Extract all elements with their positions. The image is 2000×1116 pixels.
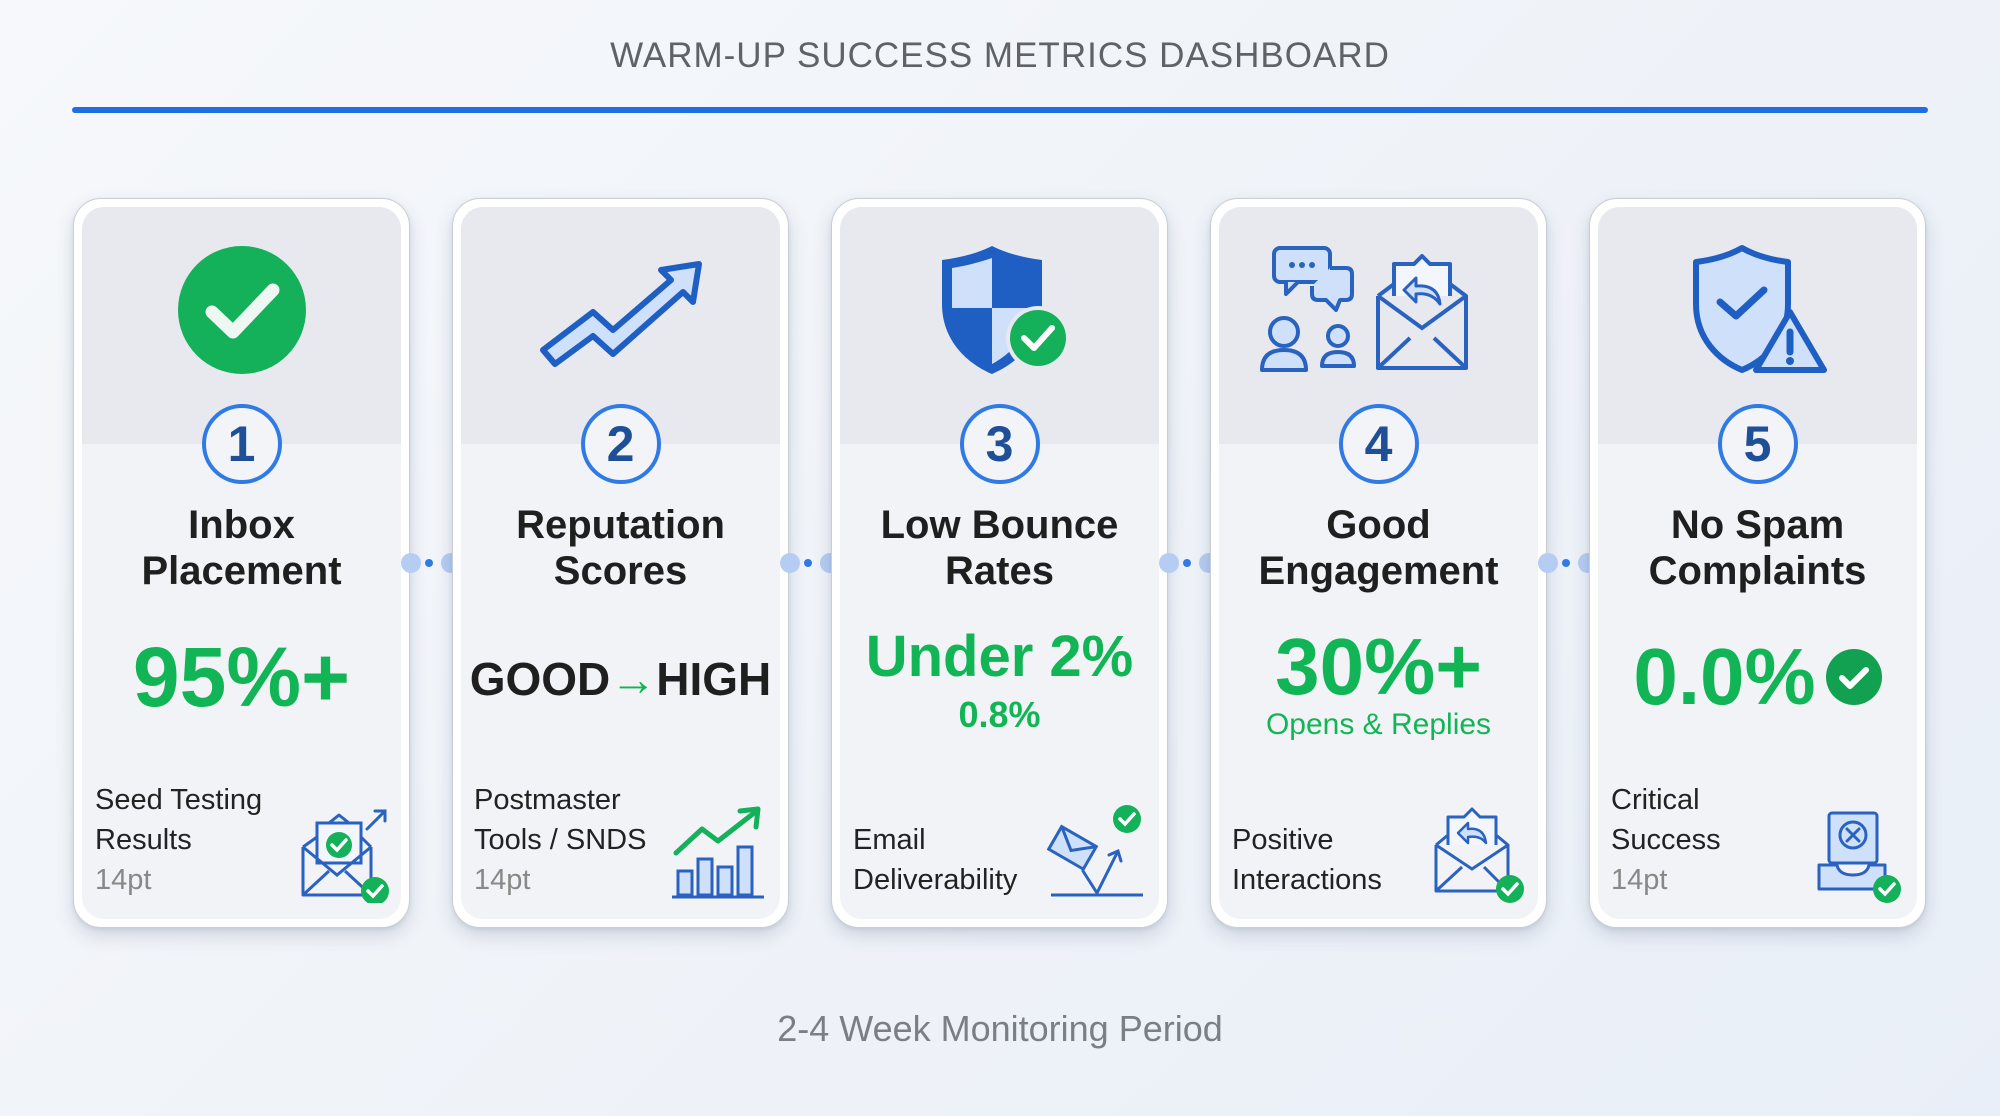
envelope-bounce-icon bbox=[1046, 803, 1147, 903]
footer-line: Deliverability bbox=[853, 864, 1018, 896]
card-title-line: Inbox bbox=[188, 503, 295, 547]
card-title-line: Engagement bbox=[1258, 549, 1499, 593]
footer-line: Positive bbox=[1232, 824, 1334, 856]
card-title: Good Engagement bbox=[1219, 502, 1538, 594]
title-divider bbox=[72, 107, 1928, 113]
card-footer-text: Positive Interactions bbox=[1232, 820, 1442, 900]
connector-dot bbox=[1159, 553, 1179, 573]
footer-line: Success bbox=[1611, 824, 1721, 856]
step-number-badge: 2 bbox=[580, 404, 661, 484]
trend-up-arrow-icon bbox=[526, 235, 716, 385]
metric-card-inbox-placement: 1 Inbox Placement 95%+ Seed Testing Resu… bbox=[73, 198, 410, 928]
card-title-line: Reputation bbox=[516, 503, 725, 547]
metric-card-no-spam-complaints: 5 No Spam Complaints 0.0% Critical Succe… bbox=[1589, 198, 1926, 928]
card-title-line: No Spam bbox=[1670, 503, 1845, 547]
metric-value-text: 0.0% bbox=[1633, 632, 1816, 721]
check-circle-icon bbox=[147, 235, 337, 385]
metric-value: 30%+ bbox=[1275, 622, 1482, 711]
step-number-badge: 1 bbox=[201, 404, 282, 484]
shield-warning-icon bbox=[1663, 235, 1853, 385]
dashboard-title: WARM-UP SUCCESS METRICS DASHBOARD bbox=[610, 36, 1390, 75]
footer-line: Interactions bbox=[1232, 864, 1382, 896]
footer-line: Email bbox=[853, 824, 926, 856]
footer-line: Postmaster bbox=[474, 784, 621, 816]
step-number-badge: 4 bbox=[1338, 404, 1419, 484]
footer-size-note: 14pt bbox=[474, 864, 531, 896]
card-title-line: Rates bbox=[945, 549, 1054, 593]
connector-dot bbox=[1562, 559, 1570, 567]
card-title-line: Scores bbox=[553, 549, 688, 593]
card-title: No Spam Complaints bbox=[1598, 502, 1917, 594]
step-number-badge: 3 bbox=[959, 404, 1040, 484]
envelope-reply-icon bbox=[1426, 803, 1526, 903]
connector-dot bbox=[425, 559, 433, 567]
metric-card-reputation-scores: 2 Reputation Scores GOOD→HIGH Postmaster… bbox=[452, 198, 789, 928]
footer-size-note: 14pt bbox=[95, 864, 152, 896]
card-title: Reputation Scores bbox=[461, 502, 780, 594]
check-circle-icon bbox=[1825, 649, 1882, 705]
card-title: Low Bounce Rates bbox=[840, 502, 1159, 594]
card-footer-text: Critical Success 14pt bbox=[1611, 780, 1811, 900]
value-to: HIGH bbox=[656, 653, 772, 705]
card-title-line: Placement bbox=[141, 549, 342, 593]
envelope-check-icon bbox=[289, 803, 389, 905]
card-footer-text: Seed Testing Results 14pt bbox=[95, 780, 295, 900]
metric-value: Under 2% bbox=[865, 624, 1134, 689]
metric-value: GOOD→HIGH bbox=[461, 649, 780, 709]
value-from: GOOD bbox=[469, 653, 611, 705]
connector-dot bbox=[1538, 553, 1558, 573]
card-footer-text: Postmaster Tools / SNDS 14pt bbox=[474, 780, 684, 900]
metric-card-low-bounce-rates: 3 Low Bounce Rates Under 2% 0.8% Email D… bbox=[831, 198, 1168, 928]
footer-line: Tools / SNDS bbox=[474, 824, 647, 856]
step-number-badge: 5 bbox=[1717, 404, 1798, 484]
monitoring-period-note: 2-4 Week Monitoring Period bbox=[777, 1008, 1223, 1049]
footer-size-note: 14pt bbox=[1611, 864, 1668, 896]
conversation-reply-icon bbox=[1249, 235, 1509, 385]
footer-line: Seed Testing bbox=[95, 784, 263, 816]
connector-dot bbox=[780, 553, 800, 573]
footer-line: Critical bbox=[1611, 784, 1700, 816]
card-footer-text: Email Deliverability bbox=[853, 820, 1063, 900]
shield-check-icon bbox=[905, 235, 1095, 385]
card-title-line: Complaints bbox=[1648, 549, 1867, 593]
metric-value: 95%+ bbox=[132, 630, 351, 724]
inbox-blocked-icon bbox=[1805, 803, 1905, 903]
metric-card-good-engagement: 4 Good Engagement 30%+ Opens & Replies P… bbox=[1210, 198, 1547, 928]
metric-subvalue: 0.8% bbox=[958, 694, 1041, 735]
bar-chart-trend-icon bbox=[668, 803, 768, 903]
connector-dot bbox=[401, 553, 421, 573]
card-title-line: Low Bounce bbox=[880, 503, 1119, 547]
metric-value: 0.0% bbox=[1598, 632, 1917, 722]
connector-dot bbox=[1183, 559, 1191, 567]
connector-dot bbox=[804, 559, 812, 567]
card-title-line: Good bbox=[1326, 503, 1431, 547]
card-title: Inbox Placement bbox=[82, 502, 401, 594]
arrow-right-icon: → bbox=[610, 653, 657, 705]
footer-line: Results bbox=[95, 824, 192, 856]
metric-subvalue: Opens & Replies bbox=[1265, 708, 1492, 741]
